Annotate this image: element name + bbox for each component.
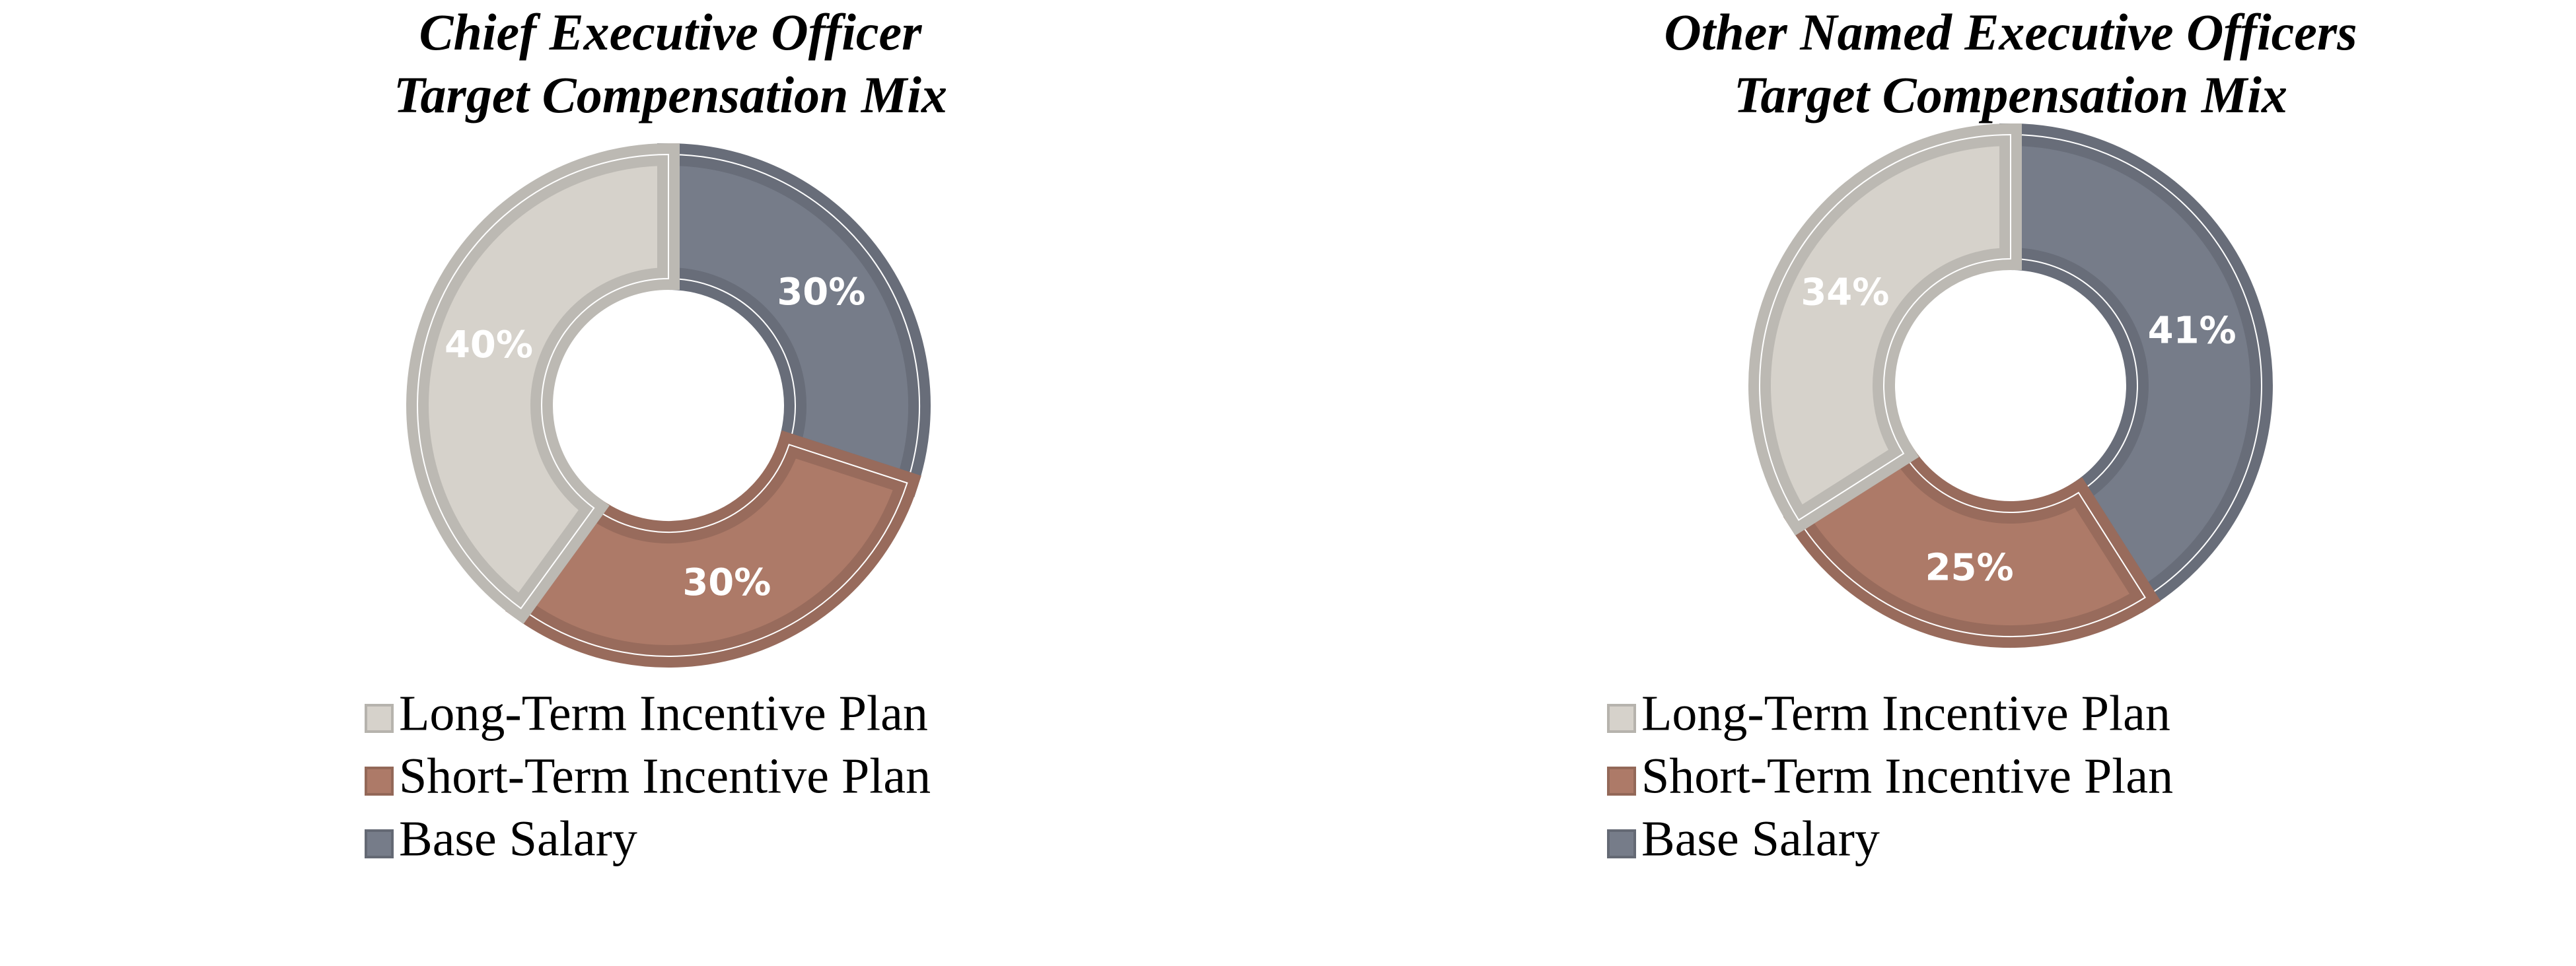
value-label: 25% xyxy=(1925,546,2014,589)
legend-label: Long-Term Incentive Plan xyxy=(1641,685,2170,741)
segment-edge xyxy=(520,444,908,657)
chart-title: Other Named Executive Officers xyxy=(1664,3,2357,61)
legend-swatch xyxy=(365,767,394,796)
value-label: 30% xyxy=(682,561,771,604)
legend-label: Base Salary xyxy=(399,811,637,866)
segment-edge xyxy=(2010,133,2262,599)
value-label: 30% xyxy=(777,271,865,314)
legend-label: Short-Term Incentive Plan xyxy=(1641,748,2173,804)
legend-label: Short-Term Incentive Plan xyxy=(399,748,931,804)
donut-segment xyxy=(657,143,931,497)
chart-title: Target Compensation Mix xyxy=(394,66,947,123)
segment-edge xyxy=(1759,133,2011,521)
value-label: 34% xyxy=(1801,271,1889,314)
segment-edge xyxy=(668,153,920,484)
donut-segment xyxy=(1748,123,2022,536)
legend-label: Base Salary xyxy=(1641,811,1880,866)
segment-edge xyxy=(417,153,669,609)
donut-segment xyxy=(505,430,921,668)
legend-swatch xyxy=(1607,704,1636,733)
legend-swatch xyxy=(1607,767,1636,796)
legend-label: Long-Term Incentive Plan xyxy=(399,685,928,741)
segment-edge xyxy=(1797,452,2146,637)
legend-swatch xyxy=(365,829,394,858)
value-label: 40% xyxy=(445,324,533,366)
chart-title: Target Compensation Mix xyxy=(1734,66,2287,123)
legend-swatch xyxy=(1607,829,1636,858)
legend-swatch xyxy=(365,704,394,733)
value-label: 41% xyxy=(2148,309,2236,352)
chart-title: Chief Executive Officer xyxy=(419,3,922,61)
